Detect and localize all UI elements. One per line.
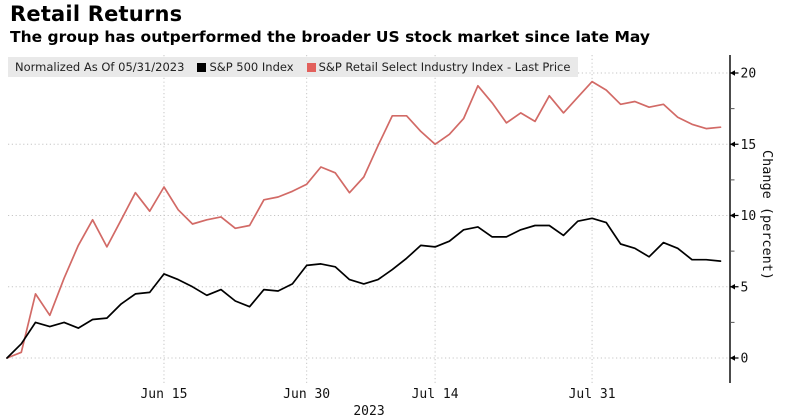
retail-color-swatch (306, 62, 316, 72)
x-tick-label: Jun 30 (283, 387, 330, 402)
sp500-line (6, 217, 722, 359)
y-tick-arrow (730, 70, 735, 76)
y-axis-title: Change (percent) (759, 150, 775, 280)
y-tick-arrow (730, 355, 735, 361)
page-subtitle: The group has outperformed the broader U… (10, 28, 650, 46)
x-axis-year-label: 2023 (353, 404, 384, 419)
legend-item-retail: S&P Retail Select Industry Index - Last … (306, 60, 571, 74)
y-tick-arrow (730, 212, 735, 219)
legend-item-sp500-label: S&P 500 Index (209, 60, 294, 74)
retail-line (6, 80, 722, 359)
y-tick-arrow (730, 141, 735, 148)
page-title: Retail Returns (10, 2, 183, 26)
legend-normalized-label: Normalized As Of 05/31/2023 (15, 60, 185, 74)
y-tick-label: 0 (741, 352, 749, 367)
chart-legend: Normalized As Of 05/31/2023 S&P 500 Inde… (8, 57, 579, 77)
x-tick-label: Jun 15 (140, 387, 187, 402)
sp500-color-swatch (197, 62, 207, 72)
legend-item-retail-label: S&P Retail Select Industry Index - Last … (318, 60, 571, 74)
y-tick-arrow (730, 283, 735, 290)
y-tick-label: 5 (741, 280, 749, 295)
y-tick-label: 15 (741, 138, 757, 153)
y-tick-label: 20 (741, 67, 757, 82)
x-tick-label: Jul 14 (412, 387, 459, 402)
legend-item-sp500: S&P 500 Index (197, 60, 294, 74)
y-tick-label: 10 (741, 209, 757, 224)
x-tick-label: Jul 31 (569, 387, 616, 402)
